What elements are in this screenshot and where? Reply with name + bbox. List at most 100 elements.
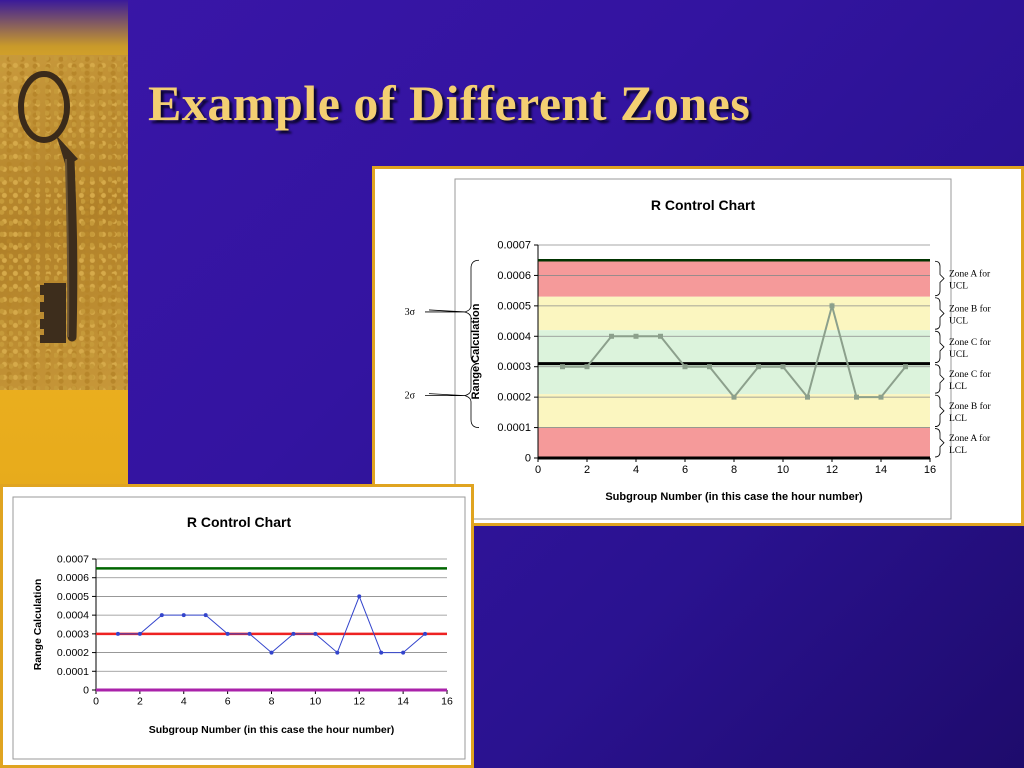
data-point xyxy=(707,364,712,370)
data-point xyxy=(633,333,639,339)
zone-label: LCL xyxy=(949,382,967,392)
x-axis-label: Subgroup Number (in this case the hour n… xyxy=(605,491,863,503)
y-tick-label: 0 xyxy=(525,453,531,465)
x-tick-label: 14 xyxy=(875,464,887,476)
data-point xyxy=(780,364,786,370)
zone-label: Zone C for xyxy=(949,369,992,380)
data-point xyxy=(335,650,340,655)
zone-label: LCL xyxy=(949,414,967,424)
zone-label: UCL xyxy=(949,316,968,326)
x-tick-label: 0 xyxy=(93,696,99,708)
zone-bracket xyxy=(934,364,945,394)
data-point xyxy=(756,364,761,370)
zone-band xyxy=(538,296,930,331)
y-tick-label: 0.0006 xyxy=(497,270,531,282)
data-point xyxy=(584,364,590,370)
x-tick-label: 6 xyxy=(225,696,231,708)
y-tick-label: 0.0006 xyxy=(57,572,89,584)
y-tick-label: 0.0005 xyxy=(57,591,89,603)
sigma-label: 2σ xyxy=(405,391,416,402)
chart-area xyxy=(12,496,466,760)
zone-label: Zone A for xyxy=(949,268,991,279)
y-axis-label: Range Calculation xyxy=(470,303,482,399)
y-tick-label: 0.0003 xyxy=(497,361,531,373)
data-point xyxy=(731,394,737,400)
data-point xyxy=(291,631,296,636)
data-point xyxy=(658,333,663,339)
x-tick-label: 12 xyxy=(353,696,365,708)
x-tick-label: 14 xyxy=(397,696,409,708)
zones-control-chart: R Control Chart 0 0.0001 0.0002 0.0003 0.0004… xyxy=(405,178,992,520)
zone-band xyxy=(538,330,930,364)
sigma-pointer xyxy=(425,393,466,397)
y-tick-label: 0.0001 xyxy=(57,666,89,678)
data-point xyxy=(423,631,428,636)
basic-chart-panel: R Control Chart 0 0.0001 0.0002 0.0003 0.0004… xyxy=(0,484,474,768)
y-tick-label: 0.0003 xyxy=(57,628,89,640)
x-tick-label: 2 xyxy=(584,464,590,476)
zone-bracket xyxy=(934,394,945,427)
y-tick-label: 0.0005 xyxy=(497,300,531,312)
data-point xyxy=(379,650,384,655)
x-tick-label: 10 xyxy=(310,696,322,708)
y-tick-label: 0.0004 xyxy=(497,331,531,343)
data-point xyxy=(682,364,688,370)
y-tick-label: 0.0007 xyxy=(57,554,89,566)
x-tick-label: 8 xyxy=(731,464,737,476)
x-tick-label: 16 xyxy=(441,696,453,708)
data-point xyxy=(878,394,884,400)
data-point xyxy=(269,650,274,655)
x-tick-label: 10 xyxy=(777,464,789,476)
x-tick-label: 0 xyxy=(535,464,541,476)
zone-bracket xyxy=(934,260,945,297)
y-tick-label: 0 xyxy=(83,685,89,697)
zone-bracket xyxy=(934,428,945,458)
data-point xyxy=(115,631,120,636)
zone-label: UCL xyxy=(949,281,968,291)
data-point xyxy=(137,631,142,636)
x-tick-label: 8 xyxy=(269,696,275,708)
x-tick-label: 12 xyxy=(826,464,838,476)
basic-control-chart: R Control Chart 0 0.0001 0.0002 0.0003 0.0004… xyxy=(12,496,466,760)
zone-label: Zone B for xyxy=(949,401,992,412)
chart-title: R Control Chart xyxy=(651,197,756,213)
data-point xyxy=(159,613,164,618)
data-point xyxy=(247,631,252,636)
zone-label: Zone A for xyxy=(949,433,991,444)
data-point xyxy=(225,631,230,636)
zone-label: LCL xyxy=(949,446,967,456)
data-point xyxy=(357,594,362,599)
y-tick-label: 0.0004 xyxy=(57,610,89,622)
zone-label: UCL xyxy=(949,350,968,360)
zone-band xyxy=(538,260,930,297)
y-axis-label: Range Calculation xyxy=(32,579,44,671)
zone-bracket xyxy=(934,297,945,330)
data-point xyxy=(313,631,318,636)
zones-chart-panel: R Control Chart 0 0.0001 0.0002 0.0003 0.0004… xyxy=(372,166,1024,526)
sigma-label: 3σ xyxy=(405,307,416,318)
chart-title: R Control Chart xyxy=(187,514,292,530)
data-point xyxy=(203,613,208,618)
data-point xyxy=(854,394,859,400)
x-tick-label: 6 xyxy=(682,464,688,476)
data-point xyxy=(829,303,835,309)
x-axis-label: Subgroup Number (in this case the hour n… xyxy=(149,724,395,736)
data-point xyxy=(401,650,406,655)
y-tick-label: 0.0001 xyxy=(497,422,531,434)
x-tick-label: 2 xyxy=(137,696,143,708)
zone-band xyxy=(538,427,930,458)
data-point xyxy=(560,364,565,370)
zone-band xyxy=(538,394,930,428)
zone-bracket xyxy=(934,330,945,364)
zone-label: Zone C for xyxy=(949,337,992,348)
x-tick-label: 4 xyxy=(181,696,187,708)
y-tick-label: 0.0002 xyxy=(497,392,531,404)
data-point xyxy=(181,613,186,618)
antique-key-photo xyxy=(0,55,128,390)
data-point xyxy=(805,394,810,400)
sigma-pointer xyxy=(425,309,466,313)
y-tick-label: 0.0002 xyxy=(57,647,89,659)
zone-band xyxy=(538,363,930,395)
data-point xyxy=(903,364,908,370)
x-tick-label: 4 xyxy=(633,464,639,476)
